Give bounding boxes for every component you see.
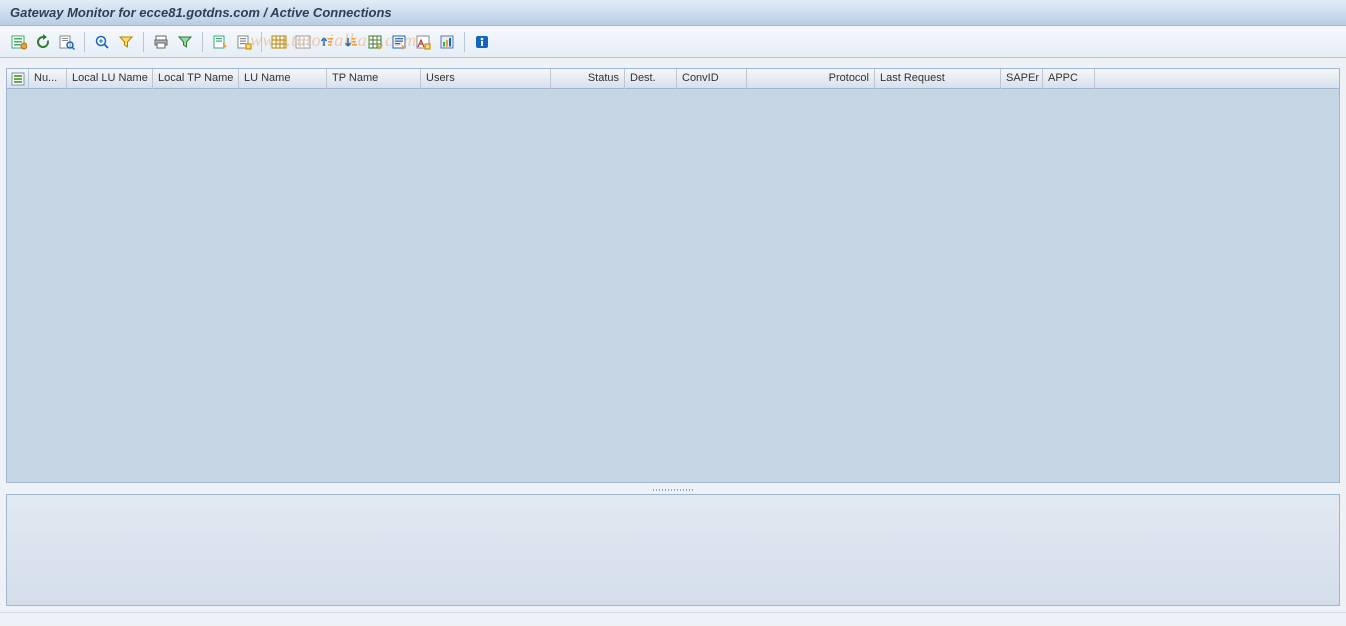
- toolbar-separator: [143, 32, 144, 52]
- page-title: Gateway Monitor for ecce81.gotdns.com / …: [10, 5, 392, 20]
- horizontal-splitter[interactable]: [6, 487, 1340, 493]
- filter-icon: [118, 34, 134, 50]
- find-icon: [59, 34, 75, 50]
- graphic-button[interactable]: [436, 31, 458, 53]
- word-button[interactable]: [388, 31, 410, 53]
- export-button[interactable]: [209, 31, 231, 53]
- layout-change-icon: [236, 34, 252, 50]
- sort-desc-icon: [343, 34, 359, 50]
- column-header[interactable]: Nu...: [29, 69, 67, 89]
- column-header[interactable]: Users: [421, 69, 551, 89]
- export-icon: [212, 34, 228, 50]
- column-header[interactable]: Local LU Name: [67, 69, 153, 89]
- column-header[interactable]: APPC: [1043, 69, 1095, 89]
- select-all-cell[interactable]: [7, 69, 29, 88]
- toolbar-separator: [84, 32, 85, 52]
- column-header[interactable]: Local TP Name: [153, 69, 239, 89]
- spreadsheet-button[interactable]: [364, 31, 386, 53]
- column-header[interactable]: ConvID: [677, 69, 747, 89]
- abc-icon: [415, 34, 431, 50]
- refresh-icon: [35, 34, 51, 50]
- sort-desc-button[interactable]: [340, 31, 362, 53]
- word-icon: [391, 34, 407, 50]
- grid-container: Nu...Local LU NameLocal TP NameLU NameTP…: [6, 68, 1340, 483]
- print-icon: [153, 34, 169, 50]
- column-header[interactable]: Last Request: [875, 69, 1001, 89]
- total-icon: [177, 34, 193, 50]
- column-header[interactable]: Status: [551, 69, 625, 89]
- find-button[interactable]: [56, 31, 78, 53]
- zoom-icon: [94, 34, 110, 50]
- details-icon: [11, 34, 27, 50]
- grid-body[interactable]: [7, 89, 1339, 482]
- info-icon: [474, 34, 490, 50]
- toolbar-separator: [202, 32, 203, 52]
- print-button[interactable]: [150, 31, 172, 53]
- app-root: Gateway Monitor for ecce81.gotdns.com / …: [0, 0, 1346, 626]
- content-area: Nu...Local LU NameLocal TP NameLU NameTP…: [0, 58, 1346, 612]
- toolbar: www.tutorialkart.com: [0, 26, 1346, 58]
- column-header[interactable]: Protocol: [747, 69, 875, 89]
- deselect-button[interactable]: [292, 31, 314, 53]
- title-bar: Gateway Monitor for ecce81.gotdns.com / …: [0, 0, 1346, 26]
- grid-header-row: Nu...Local LU NameLocal TP NameLU NameTP…: [7, 69, 1339, 89]
- refresh-button[interactable]: [32, 31, 54, 53]
- graphic-icon: [439, 34, 455, 50]
- select-all-icon: [11, 72, 25, 86]
- column-header-filler: [1095, 69, 1339, 89]
- column-header[interactable]: SAPEr: [1001, 69, 1043, 89]
- status-strip: [0, 612, 1346, 626]
- column-header[interactable]: Dest.: [625, 69, 677, 89]
- toolbar-separator: [261, 32, 262, 52]
- select-columns-button[interactable]: [268, 31, 290, 53]
- column-header[interactable]: LU Name: [239, 69, 327, 89]
- sort-asc-icon: [319, 34, 335, 50]
- deselect-icon: [295, 34, 311, 50]
- sort-asc-button[interactable]: [316, 31, 338, 53]
- toolbar-separator: [464, 32, 465, 52]
- total-button[interactable]: [174, 31, 196, 53]
- column-header[interactable]: TP Name: [327, 69, 421, 89]
- layout-change-button[interactable]: [233, 31, 255, 53]
- abc-button[interactable]: [412, 31, 434, 53]
- info-button[interactable]: [471, 31, 493, 53]
- filter-button[interactable]: [115, 31, 137, 53]
- spreadsheet-icon: [367, 34, 383, 50]
- zoom-button[interactable]: [91, 31, 113, 53]
- bottom-pane: [6, 494, 1340, 606]
- details-button[interactable]: [8, 31, 30, 53]
- select-columns-icon: [271, 34, 287, 50]
